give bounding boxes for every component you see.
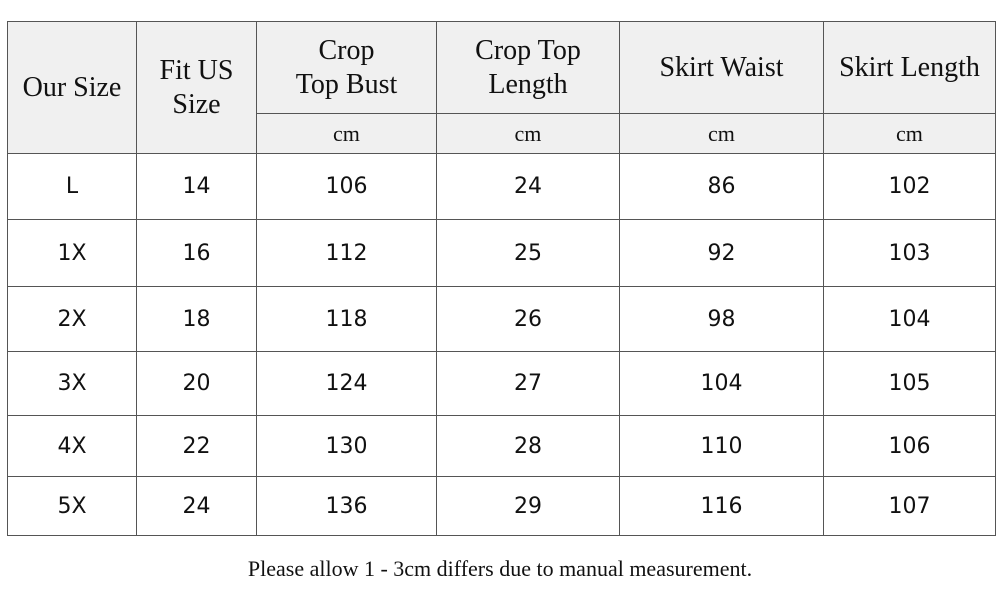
column-header: Our Size [7, 21, 137, 154]
cell: 103 [823, 219, 996, 287]
table-header: Our Size Fit US Size Crop Top Bust Crop Top… [7, 21, 996, 154]
cell: 16 [136, 219, 257, 287]
cell: 14 [136, 153, 257, 220]
column-header: Skirt Waist [619, 21, 824, 114]
cell: 136 [256, 476, 437, 536]
unit-header: cm [436, 113, 620, 154]
cell: 22 [136, 415, 257, 477]
cell: 118 [256, 286, 437, 352]
data-row: 1X 16 112 25 92 103 [7, 219, 996, 287]
cell: 107 [823, 476, 996, 536]
cell: 102 [823, 153, 996, 220]
cell: 3X [7, 351, 137, 416]
cell: 28 [436, 415, 620, 477]
cell: 106 [823, 415, 996, 477]
cell: 20 [136, 351, 257, 416]
data-row: L 14 106 24 86 102 [7, 153, 996, 220]
cell: 104 [619, 351, 824, 416]
data-row: 5X 24 136 29 116 107 [7, 476, 996, 536]
header-row: Our Size Fit US Size Crop Top Bust Crop Top… [7, 21, 996, 154]
column-header: Skirt Length [823, 21, 996, 114]
cell: 18 [136, 286, 257, 352]
data-row: 4X 22 130 28 110 106 [7, 415, 996, 477]
data-row: 2X 18 118 26 98 104 [7, 286, 996, 352]
cell: 98 [619, 286, 824, 352]
cell: 29 [436, 476, 620, 536]
cell: 86 [619, 153, 824, 220]
cell: 124 [256, 351, 437, 416]
cell: 5X [7, 476, 137, 536]
cell: 26 [436, 286, 620, 352]
unit-header: cm [619, 113, 824, 154]
unit-row: cm cm cm cm [8, 113, 996, 154]
note: Please allow 1 - 3cm differs due to manu… [247, 556, 753, 581]
cell: 106 [256, 153, 437, 220]
cell: 104 [823, 286, 996, 352]
cell: 2X [7, 286, 137, 352]
cell: 25 [436, 219, 620, 287]
cell: 24 [136, 476, 257, 536]
cell: 4X [7, 415, 137, 477]
cell: L [7, 153, 137, 220]
cell: 110 [619, 415, 824, 477]
column-header: Fit US Size [136, 21, 257, 154]
cell: 130 [256, 415, 437, 477]
unit-header: cm [823, 113, 996, 154]
cell: 24 [436, 153, 620, 220]
cell: 92 [619, 219, 824, 287]
cell: 112 [256, 219, 437, 287]
table-body: L 14 106 24 86 102 1X 16 112 25 92 103 2X 18 118 26 98 10… [7, 153, 996, 536]
column-header: Crop Top Length [436, 21, 620, 114]
unit-header: cm [256, 113, 437, 154]
size-table: Our Size Fit US Size Crop Top Bust Crop Top… [7, 21, 996, 536]
data-row: 3X 20 124 27 104 105 [7, 351, 996, 416]
cell: 116 [619, 476, 824, 536]
column-header: Crop Top Bust [256, 21, 437, 114]
cell: 27 [436, 351, 620, 416]
cell: 1X [7, 219, 137, 287]
cell: 105 [823, 351, 996, 416]
